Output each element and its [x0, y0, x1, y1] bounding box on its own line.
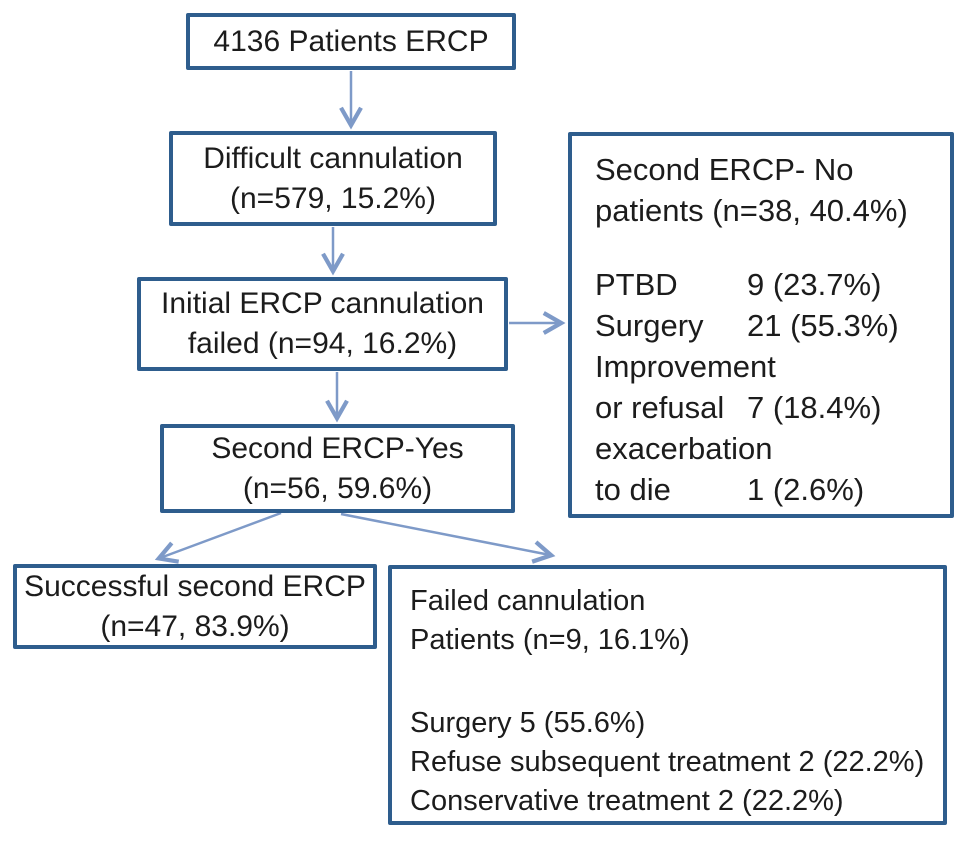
outcome-row-improvement: Improvement — [595, 346, 936, 387]
box-second-ercp-yes-line2: (n=56, 59.6%) — [242, 471, 433, 505]
outcome-label: exacerbation — [595, 431, 773, 466]
spacer — [595, 231, 936, 264]
box-patients-ercp: 4136 Patients ERCP — [186, 13, 516, 70]
outcome-label: PTBD — [595, 267, 678, 302]
box-second-ercp-yes: Second ERCP-Yes (n=56, 59.6%) — [160, 424, 515, 513]
outcome-row-exacerbation: exacerbation — [595, 428, 936, 469]
outcome-label: to die — [595, 472, 671, 507]
outcome-row-ptbd: PTBD 9 (23.7%) — [595, 264, 936, 305]
box-patients-ercp-text: 4136 Patients ERCP — [213, 24, 489, 58]
outcome-label: or refusal — [595, 390, 725, 425]
failed-outcome-line-conservative: Conservative treatment 2 (22.2%) — [410, 785, 844, 817]
outcome-value: 1 (2.6%) — [747, 472, 865, 507]
box-failed-cannulation: Failed cannulation Patients (n=9, 16.1%)… — [388, 565, 947, 825]
outcome-value: 21 (55.3%) — [747, 308, 899, 343]
outcome-value: 9 (23.7%) — [747, 267, 882, 302]
box-initial-ercp-failed-line2: failed (n=94, 16.2%) — [187, 327, 458, 360]
failed-outcome-line-refuse: Refuse subsequent treatment 2 (22.2%) — [410, 746, 925, 778]
box-failed-cannulation-title-line1: Failed cannulation — [410, 585, 646, 617]
spacer — [410, 660, 929, 704]
box-second-ercp-yes-line1: Second ERCP-Yes — [211, 431, 464, 465]
box-successful-second-ercp-line1: Successful second ERCP — [24, 569, 366, 603]
box-difficult-cannulation-line1: Difficult cannulation — [203, 141, 463, 175]
box-second-ercp-no: Second ERCP- No patients (n=38, 40.4%) P… — [568, 132, 954, 518]
arrow-second-yes-to-failed-icon — [340, 512, 556, 564]
outcome-label: Surgery — [595, 308, 704, 343]
box-successful-second-ercp-line2: (n=47, 83.9%) — [100, 609, 290, 643]
box-successful-second-ercp: Successful second ERCP (n=47, 83.9%) — [13, 564, 377, 649]
box-difficult-cannulation: Difficult cannulation (n=579, 15.2%) — [169, 131, 497, 226]
outcome-label: Improvement — [595, 349, 776, 384]
outcome-value: 7 (18.4%) — [747, 390, 882, 425]
box-second-ercp-no-title-line1: Second ERCP- No — [595, 152, 854, 187]
box-initial-ercp-failed: Initial ERCP cannulation failed (n=94, 1… — [137, 277, 508, 371]
arrow-second-yes-to-success-icon — [154, 511, 282, 564]
box-initial-ercp-failed-line1: Initial ERCP cannulation — [161, 287, 484, 320]
box-difficult-cannulation-line2: (n=579, 15.2%) — [230, 181, 436, 215]
outcome-row-surgery: Surgery 21 (55.3%) — [595, 305, 936, 346]
outcome-row-to-die: to die 1 (2.6%) — [595, 469, 936, 510]
box-second-ercp-no-title-line2: patients (n=38, 40.4%) — [595, 193, 908, 228]
outcome-row-or-refusal: or refusal 7 (18.4%) — [595, 387, 936, 428]
failed-outcome-line-surgery: Surgery 5 (55.6%) — [410, 707, 646, 739]
box-failed-cannulation-title-line2: Patients (n=9, 16.1%) — [410, 624, 690, 656]
